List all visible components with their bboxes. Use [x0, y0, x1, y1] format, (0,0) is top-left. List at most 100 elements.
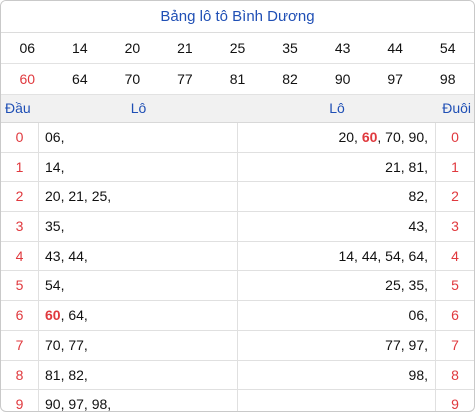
- number-cell: 44: [368, 33, 422, 64]
- number-cell: 21: [158, 33, 212, 64]
- lo-number: 70,: [385, 129, 405, 145]
- header-duoi: Đuôi: [442, 100, 471, 116]
- lo-right-cell: 14, 44, 54, 64,: [238, 241, 436, 271]
- lo-left-cell: 20, 21, 25,: [39, 182, 238, 212]
- number-cell: 98: [421, 64, 474, 95]
- lo-number: 77,: [385, 336, 405, 353]
- dau-digit: 3: [1, 212, 39, 241]
- duoi-digit: 2: [451, 188, 459, 205]
- lo-number: 54,: [385, 247, 405, 264]
- lo-right-cell: 98,: [238, 360, 436, 390]
- lo-number: 90,: [408, 129, 428, 145]
- table-row: 6 60, 64, 06, 6: [1, 301, 474, 331]
- duoi-digit: 3: [451, 218, 459, 235]
- lo-number: ,: [377, 129, 382, 145]
- duoi-digit: 9: [451, 396, 459, 412]
- duoi-digit: 1: [451, 158, 459, 175]
- dau-digit: 4: [1, 241, 39, 271]
- duoi-digit: 6: [451, 307, 459, 324]
- lo-left-cell: 54,: [39, 271, 238, 301]
- lo-number: 21,: [385, 158, 405, 175]
- table-row: 4 43, 44, 14, 44, 54, 64, 4: [1, 241, 474, 272]
- number-cell: 35: [263, 33, 317, 64]
- number-cell: 20: [106, 33, 159, 64]
- dau-digit: 2: [1, 182, 39, 212]
- lo-number: 35,: [408, 277, 428, 294]
- lo-number: 44,: [68, 247, 88, 264]
- table-header: Đầu Lô Lô Đuôi: [1, 95, 474, 123]
- lo-number: 98,: [408, 366, 428, 383]
- lo-number: 97,: [68, 396, 88, 412]
- lo-left-cell: 06,: [39, 123, 238, 152]
- number-cell: 54: [421, 33, 474, 64]
- number-cell: 97: [368, 64, 422, 95]
- lo-left-cell: 70, 77,: [39, 330, 238, 360]
- lo-number: 64,: [408, 247, 428, 264]
- lo-number: 35,: [45, 218, 65, 235]
- lo-right-cell: 20, 60, 70, 90,: [238, 123, 436, 152]
- table-row: 0 06, 20, 60, 70, 90, 0: [1, 123, 474, 153]
- dau-digit: 9: [1, 390, 39, 411]
- dau-digit: 7: [1, 330, 39, 360]
- lo-number: 54,: [45, 277, 65, 294]
- lo-number: 81,: [408, 158, 428, 175]
- table-row: 9 90, 97, 98, 9: [1, 390, 474, 412]
- highlighted-number: 60: [45, 307, 61, 324]
- lo-number: 90,: [45, 396, 65, 412]
- duoi-digit: 5: [451, 277, 459, 294]
- number-cell: 82: [263, 64, 317, 95]
- number-cell: 90: [316, 64, 369, 95]
- lo-number: 77,: [68, 336, 88, 353]
- lo-number: 20,: [338, 129, 358, 145]
- lo-number: 25,: [91, 188, 112, 205]
- duoi-digit: 7: [451, 336, 459, 353]
- lo-right-cell: [238, 390, 436, 411]
- lo-number: 14,: [338, 247, 358, 264]
- lo-right-cell: 82,: [238, 182, 436, 212]
- duoi-digit: 4: [451, 247, 459, 264]
- lo-number: 06,: [45, 129, 65, 145]
- lo-number: 97,: [408, 336, 428, 353]
- lo-left-cell: 14,: [39, 152, 238, 182]
- table-row: 5 54, 25, 35, 5: [1, 271, 474, 302]
- number-cell: 81: [211, 64, 264, 95]
- lo-number: 82,: [408, 188, 428, 205]
- lo-left-cell: 60, 64,: [39, 301, 238, 330]
- number-cell: 06: [1, 33, 54, 64]
- number-cell: 14: [53, 33, 107, 64]
- lo-number: 82,: [68, 366, 88, 383]
- table-row: 1 14, 21, 81, 1: [1, 152, 474, 183]
- duoi-digit: 8: [451, 366, 459, 383]
- lo-number: 14,: [45, 158, 65, 175]
- lo-number: 81,: [45, 366, 65, 383]
- header-lo-left: Lô: [130, 100, 147, 116]
- table-row: 3 35, 43, 3: [1, 212, 474, 242]
- lo-right-cell: 25, 35,: [238, 271, 436, 301]
- lo-number: 06,: [408, 307, 428, 324]
- dau-digit: 8: [1, 360, 39, 390]
- lo-number: ,: [60, 307, 65, 324]
- header-lo-right: Lô: [329, 100, 345, 116]
- lo-left-cell: 90, 97, 98,: [39, 390, 238, 412]
- dau-digit: 6: [1, 301, 39, 330]
- number-cell-highlighted: 60: [1, 64, 54, 95]
- table-row: 8 81, 82, 98, 8: [1, 360, 474, 391]
- dau-digit: 5: [1, 271, 39, 301]
- table-row: 2 20, 21, 25, 82, 2: [1, 182, 474, 213]
- numbers-row-1: 06 14 20 21 25 35 43 44 54: [1, 33, 474, 64]
- lo-right-cell: 77, 97,: [238, 330, 436, 360]
- table-body: 0 06, 20, 60, 70, 90, 0 1 14, 21, 81, 1 2 20, 21,…: [1, 123, 474, 412]
- table-row: 7 70, 77, 77, 97, 7: [1, 330, 474, 361]
- number-cell: 64: [53, 64, 107, 95]
- lo-number: 43,: [45, 247, 65, 264]
- table-title: Bảng lô tô Bình Dương: [1, 1, 474, 33]
- number-cell: 43: [316, 33, 369, 64]
- numbers-row-2: 60 64 70 77 81 82 90 97 98: [1, 64, 474, 95]
- lo-number: 43,: [408, 218, 428, 235]
- lo-right-cell: 06,: [238, 301, 436, 330]
- lo-number: 70,: [45, 336, 65, 353]
- highlighted-number: 60: [361, 129, 378, 145]
- lo-left-cell: 35,: [39, 212, 238, 241]
- lo-right-cell: 43,: [238, 212, 436, 241]
